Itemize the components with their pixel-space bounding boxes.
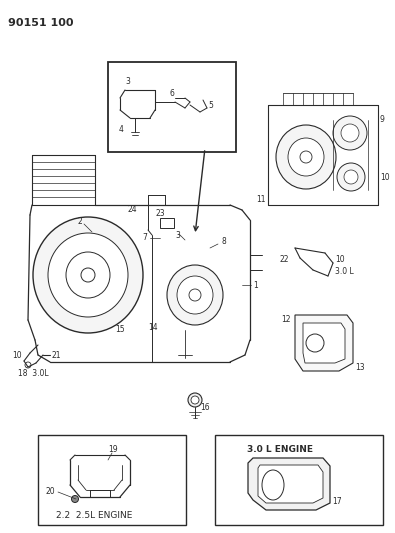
Text: 11: 11 [256, 196, 265, 205]
Text: 3.0 L: 3.0 L [335, 266, 354, 276]
Text: 22: 22 [279, 255, 288, 264]
Circle shape [189, 289, 201, 301]
Text: 10: 10 [12, 351, 22, 359]
Bar [108, 62, 236, 152]
Ellipse shape [177, 276, 213, 314]
Ellipse shape [341, 124, 359, 142]
Polygon shape [248, 458, 330, 510]
Text: 5: 5 [208, 101, 213, 109]
Text: 19: 19 [108, 445, 118, 454]
Text: 6: 6 [170, 88, 175, 98]
Circle shape [25, 362, 31, 368]
Ellipse shape [66, 252, 110, 298]
Text: 21: 21 [51, 351, 60, 359]
Text: 10: 10 [380, 173, 389, 182]
Text: 1: 1 [253, 280, 258, 289]
Text: 13: 13 [355, 362, 365, 372]
Ellipse shape [333, 116, 367, 150]
Circle shape [188, 393, 202, 407]
Text: 90151 100: 90151 100 [8, 18, 73, 28]
Text: 10: 10 [335, 255, 344, 264]
Text: 3.0 L ENGINE: 3.0 L ENGINE [247, 445, 313, 454]
Text: 2.2  2.5L ENGINE: 2.2 2.5L ENGINE [56, 511, 132, 520]
Polygon shape [258, 465, 323, 503]
Polygon shape [303, 323, 345, 363]
Text: 24: 24 [127, 206, 137, 214]
Text: 3: 3 [125, 77, 130, 86]
Circle shape [306, 334, 324, 352]
Text: 15: 15 [115, 326, 125, 335]
Ellipse shape [344, 170, 358, 184]
Text: 18  3.0L: 18 3.0L [18, 368, 49, 377]
Text: 8: 8 [222, 238, 227, 246]
Text: 9: 9 [380, 116, 385, 125]
Text: 2: 2 [78, 217, 83, 227]
Ellipse shape [167, 265, 223, 325]
Text: 16: 16 [200, 403, 210, 413]
Text: 23: 23 [155, 208, 165, 217]
Circle shape [81, 268, 95, 282]
Text: 3: 3 [175, 230, 180, 239]
Ellipse shape [276, 125, 336, 189]
Ellipse shape [337, 163, 365, 191]
Circle shape [300, 151, 312, 163]
Ellipse shape [48, 233, 128, 317]
Text: 7: 7 [142, 233, 147, 243]
Text: 12: 12 [281, 316, 290, 325]
Bar [160, 218, 174, 228]
Text: 17: 17 [332, 497, 342, 506]
Ellipse shape [262, 470, 284, 500]
Circle shape [191, 396, 199, 404]
Bar [38, 435, 186, 525]
Text: 20: 20 [46, 488, 56, 497]
Text: 14: 14 [148, 324, 158, 333]
Bar [215, 435, 383, 525]
Ellipse shape [33, 217, 143, 333]
Text: 4: 4 [119, 125, 124, 134]
Polygon shape [295, 315, 353, 371]
Ellipse shape [288, 138, 324, 176]
Circle shape [71, 496, 79, 503]
